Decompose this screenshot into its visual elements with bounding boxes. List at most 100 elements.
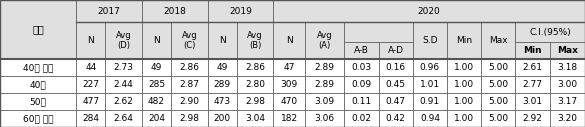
Text: 5.00: 5.00 [488,80,508,89]
Bar [305,110,345,127]
Bar [305,22,345,59]
Bar [0,110,76,127]
Text: 477: 477 [82,97,99,106]
Bar [0,59,76,76]
Bar [378,59,413,76]
Bar [208,76,236,93]
Text: 1.01: 1.01 [420,80,440,89]
Bar [345,110,378,127]
Bar [208,110,236,127]
Bar [105,76,142,93]
Text: 3.01: 3.01 [522,97,542,106]
Text: 2.87: 2.87 [180,80,199,89]
Bar [549,59,585,76]
Bar [345,93,378,110]
Bar [447,59,481,76]
Text: 0.45: 0.45 [386,80,405,89]
Text: 40대: 40대 [30,80,46,89]
Text: 2.98: 2.98 [245,97,265,106]
Text: 2.73: 2.73 [113,63,133,72]
Bar [345,22,413,42]
Bar [76,110,105,127]
Text: 2020: 2020 [418,6,441,15]
Bar [345,59,378,76]
Text: 2.86: 2.86 [245,63,265,72]
Text: 0.94: 0.94 [420,114,440,123]
Bar [305,76,345,93]
Bar [76,76,105,93]
Bar [105,59,142,76]
Text: 2.89: 2.89 [315,63,335,72]
Bar [481,93,515,110]
Text: 5.00: 5.00 [488,97,508,106]
Bar [171,59,208,76]
Text: 2.92: 2.92 [522,114,542,123]
Bar [0,93,76,110]
Text: 200: 200 [214,114,230,123]
Text: 182: 182 [281,114,298,123]
Bar [142,59,171,76]
Text: 204: 204 [148,114,165,123]
Text: 0.96: 0.96 [420,63,440,72]
Bar [305,93,345,110]
Bar [76,22,105,59]
Bar [76,93,105,110]
Bar [515,42,549,59]
Text: 2.86: 2.86 [180,63,199,72]
Bar [549,76,585,93]
Text: 44: 44 [85,63,97,72]
Text: 470: 470 [281,97,298,106]
Text: 40세 미만: 40세 미만 [23,63,53,72]
Bar [481,76,515,93]
Text: 289: 289 [214,80,230,89]
Text: C.I.(95%): C.I.(95%) [529,28,571,36]
Bar [236,22,273,59]
Text: N: N [153,36,160,45]
Text: Avg
(C): Avg (C) [181,31,197,50]
Bar [413,93,447,110]
Bar [142,76,171,93]
Text: 3.09: 3.09 [315,97,335,106]
Text: 3.00: 3.00 [557,80,577,89]
Bar [171,76,208,93]
Text: 2.64: 2.64 [113,114,133,123]
Bar [236,110,273,127]
Bar [515,76,549,93]
Text: 2.77: 2.77 [522,80,542,89]
Bar [171,110,208,127]
Text: 2017: 2017 [98,6,121,15]
Bar [105,22,142,59]
Text: 1.00: 1.00 [454,97,474,106]
Text: 5.00: 5.00 [488,114,508,123]
Text: 2.61: 2.61 [522,63,542,72]
Bar [171,93,208,110]
Bar [515,59,549,76]
Bar [378,110,413,127]
Text: Min: Min [523,46,542,55]
Text: 3.04: 3.04 [245,114,265,123]
Text: Avg
(D): Avg (D) [116,31,132,50]
Text: 482: 482 [148,97,165,106]
Text: A-B: A-B [354,46,369,55]
Text: 60세 이상: 60세 이상 [23,114,53,123]
Bar [273,110,305,127]
Text: 2.89: 2.89 [315,80,335,89]
Text: 0.03: 0.03 [352,63,371,72]
Text: 47: 47 [284,63,295,72]
Bar [549,110,585,127]
Text: 0.47: 0.47 [386,97,405,106]
Text: 3.06: 3.06 [315,114,335,123]
Text: 49: 49 [151,63,162,72]
Text: 1.00: 1.00 [454,80,474,89]
Text: 구분: 구분 [32,25,44,35]
Bar [236,93,273,110]
Text: 285: 285 [148,80,165,89]
Bar [142,0,208,22]
Bar [378,76,413,93]
Bar [105,110,142,127]
Bar [447,93,481,110]
Bar [208,0,273,22]
Bar [515,22,585,42]
Bar [305,59,345,76]
Bar [549,42,585,59]
